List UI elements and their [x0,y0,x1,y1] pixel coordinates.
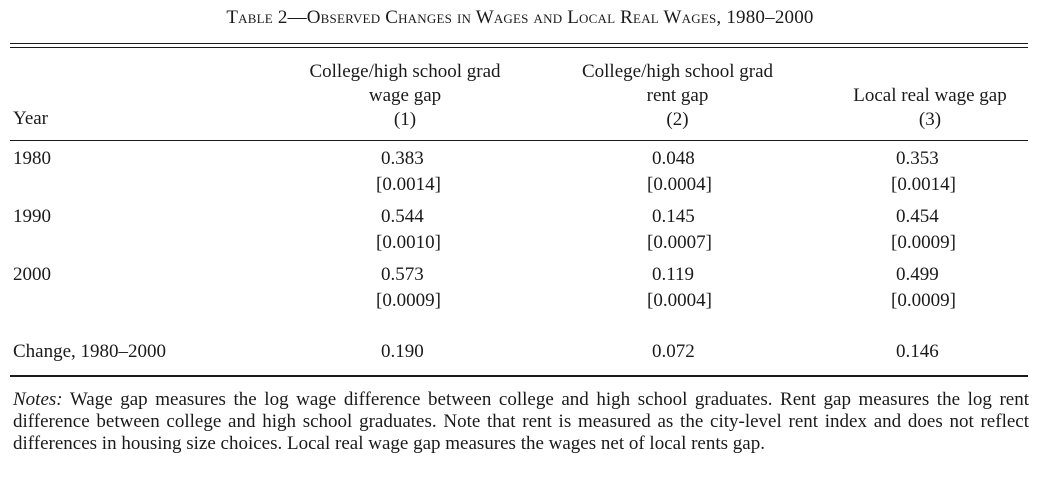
column-header-3-number: (3) [918,109,942,130]
column-header-3-line1 [820,60,1040,84]
cell-value: 0.544 [381,206,424,227]
cell-value: 0.573 [381,264,424,285]
table-label: Table 2 [226,7,288,28]
column-header-1-number: (1) [393,109,417,130]
top-rule-second [10,47,1028,48]
notes-text: Wage gap measures the log wage differenc… [13,389,1029,454]
cell-value: 0.454 [896,206,939,227]
column-header-1-line1: College/high school grad [309,61,501,82]
row-year: 1980 [13,148,51,169]
notes-label: Notes: [13,389,63,410]
column-header-1: College/high school grad wage gap (1) [270,60,540,132]
cell-value: 0.146 [896,341,939,362]
row-year: 2000 [13,264,51,285]
cell-std-error: [0.0010] [376,232,441,253]
cell-value: 0.072 [652,341,695,362]
cell-std-error: [0.0009] [891,290,956,311]
column-header-3-line2: Local real wage gap [853,85,1007,106]
cell-std-error: [0.0009] [376,290,441,311]
title-dash: — [287,7,307,28]
cell-value: 0.353 [896,148,939,169]
column-header-2-line2: rent gap [646,85,709,106]
top-rule [10,43,1028,44]
column-header-1-line2: wage gap [368,85,442,106]
cell-value: 0.048 [652,148,695,169]
year-header: Year [13,108,49,129]
cell-std-error: [0.0004] [647,174,712,195]
cell-std-error: [0.0014] [891,174,956,195]
cell-std-error: [0.0004] [647,290,712,311]
table-notes: Notes: Wage gap measures the log wage di… [13,389,1029,455]
cell-std-error: [0.0014] [376,174,441,195]
column-header-2-number: (2) [666,109,689,130]
cell-value: 0.499 [896,264,939,285]
table-title: Table 2—Observed Changes in Wages and Lo… [0,7,1040,29]
cell-value: 0.190 [381,341,424,362]
cell-std-error: [0.0007] [647,232,712,253]
bottom-rule [10,375,1028,377]
column-header-2-line1: College/high school grad [581,61,774,82]
change-label: Change, 1980–2000 [13,341,167,362]
cell-value: 0.383 [381,148,424,169]
cell-value: 0.145 [652,206,695,227]
cell-value: 0.119 [652,264,695,285]
column-header-3: Local real wage gap (3) [820,60,1040,132]
table-title-text: Observed Changes in Wages and Local Real… [306,7,814,28]
row-year: 1990 [13,206,51,227]
cell-std-error: [0.0009] [891,232,956,253]
column-header-2: College/high school grad rent gap (2) [545,60,810,132]
header-rule [10,140,1028,141]
